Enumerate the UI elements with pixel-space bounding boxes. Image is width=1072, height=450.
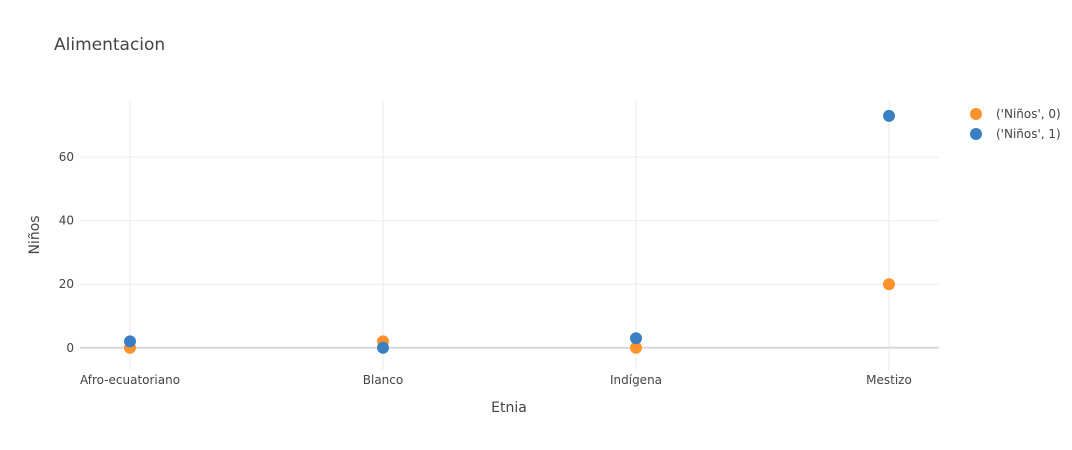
- legend-label: ('Niños', 0): [996, 107, 1061, 121]
- data-point-series-0[interactable]: [630, 341, 642, 354]
- y-axis-title: Niños: [27, 215, 43, 254]
- data-point-series-1[interactable]: [377, 341, 389, 354]
- legend-marker: [970, 128, 982, 140]
- chart-title: Alimentacion: [54, 35, 165, 55]
- y-tick-label: 20: [59, 277, 74, 291]
- x-tick-label: Mestizo: [866, 373, 912, 387]
- x-tick-label: Indígena: [610, 373, 662, 387]
- tick-labels: Afro-ecuatoriano Blanco Indígena Mestizo 0 20…: [59, 150, 912, 387]
- legend[interactable]: ('Niños', 0) ('Niños', 1): [970, 107, 1061, 141]
- x-tick-label: Afro-ecuatoriano: [80, 373, 180, 387]
- x-tick-label: Blanco: [363, 373, 403, 387]
- data-point-series-0[interactable]: [883, 278, 895, 291]
- data-point-series-1[interactable]: [630, 332, 642, 345]
- legend-item[interactable]: ('Niños', 0): [970, 107, 1061, 121]
- legend-label: ('Niños', 1): [996, 127, 1061, 141]
- data-points: [124, 109, 895, 354]
- y-tick-label: 60: [59, 150, 74, 164]
- grid: [80, 100, 939, 370]
- data-point-series-1[interactable]: [883, 109, 895, 122]
- y-tick-label: 40: [59, 214, 74, 228]
- x-axis-title: Etnia: [491, 400, 527, 416]
- data-point-series-1[interactable]: [124, 335, 136, 348]
- legend-item[interactable]: ('Niños', 1): [970, 127, 1061, 141]
- legend-marker: [970, 108, 982, 120]
- y-tick-label: 0: [66, 341, 74, 355]
